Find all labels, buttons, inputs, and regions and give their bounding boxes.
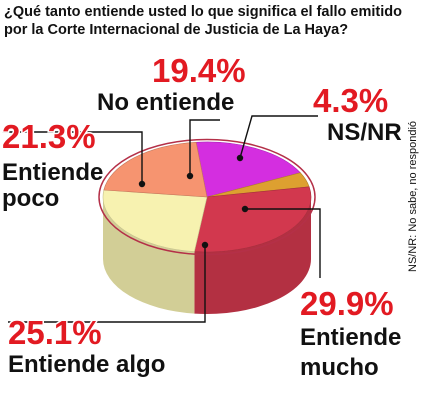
slice-name-label-1-0: NS/NR <box>327 119 402 146</box>
slice-pct-label-4: 21.3% <box>2 118 96 155</box>
pie-body <box>98 138 316 314</box>
slice-pct-label-0: 19.4% <box>152 52 246 89</box>
footnote: NS/NR: No sabe, no respondió <box>407 121 419 272</box>
slice-name-label-4-1: poco <box>2 185 59 212</box>
leader-dot-4 <box>138 180 146 188</box>
slice-name-label-3-0: Entiende algo <box>8 351 165 378</box>
slice-pct-label-3: 25.1% <box>8 314 102 351</box>
slice-name-label-2-0: Entiende <box>300 324 401 351</box>
pie-slice-4 <box>103 141 208 198</box>
pie-slice-2 <box>194 186 312 253</box>
chart-title-line-1: ¿Qué tanto entiende usted lo que signifi… <box>4 4 402 20</box>
leader-dot-1 <box>236 154 244 162</box>
pie-slice-3 <box>102 189 208 252</box>
slice-name-label-2-1: mucho <box>300 354 379 381</box>
leader-line-2 <box>245 208 321 278</box>
slice-pct-label-1: 4.3% <box>313 82 388 119</box>
pie-rim <box>98 138 316 256</box>
slice-name-label-0-0: No entiende <box>97 89 234 116</box>
slice-labels: 19.4%No entiende 4.3%NS/NR29.9%Entiendemu… <box>1 51 404 383</box>
pie-side-2 <box>194 197 311 314</box>
slice-name-label-4-0: Entiende <box>2 159 103 186</box>
leader-dot-3 <box>201 241 209 249</box>
chart-title-line-2: por la Corte Internacional de Justicia d… <box>4 22 348 38</box>
pie-side-3 <box>103 197 195 314</box>
leader-line-0 <box>189 119 220 176</box>
slice-pct-label-2: 29.9% <box>300 285 394 322</box>
leader-dot-2 <box>241 205 249 213</box>
pie-slice-0 <box>195 141 301 198</box>
leader-dot-0 <box>186 172 194 180</box>
leader-line-4 <box>2 131 143 184</box>
leader-line-3 <box>8 245 206 323</box>
leader-line-1 <box>239 115 318 159</box>
